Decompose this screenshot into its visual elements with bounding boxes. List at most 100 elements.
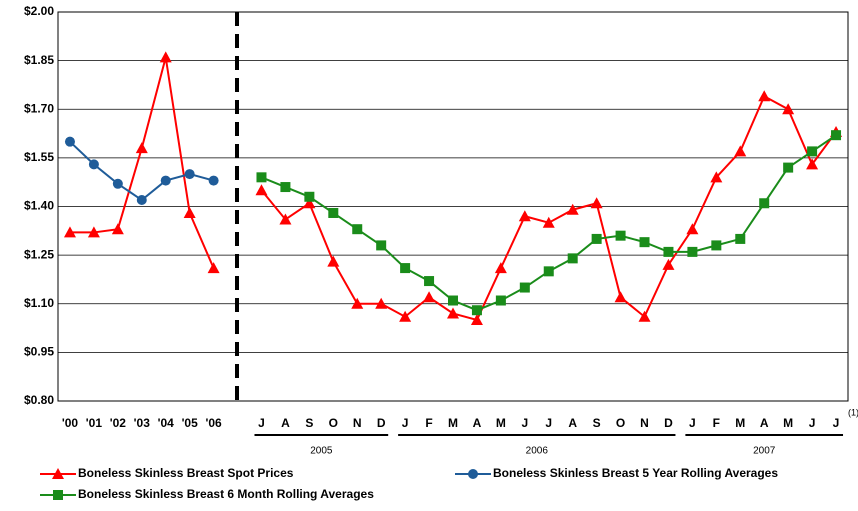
marker: [352, 224, 363, 235]
x-tick-label: S: [305, 416, 313, 430]
marker: [468, 469, 478, 479]
x-tick-label: '01: [86, 416, 103, 430]
marker: [543, 266, 554, 277]
marker: [758, 90, 771, 102]
y-tick-label: $1.25: [24, 247, 54, 261]
marker: [208, 175, 219, 186]
marker: [759, 198, 770, 209]
marker: [831, 130, 842, 141]
marker: [88, 159, 99, 170]
marker: [183, 206, 196, 218]
year-label: 2006: [526, 446, 549, 457]
marker: [519, 282, 530, 293]
marker: [135, 142, 148, 154]
x-tick-label: J: [521, 416, 528, 430]
marker: [494, 262, 507, 274]
marker: [686, 223, 699, 235]
x-tick-label: '02: [110, 416, 127, 430]
marker: [160, 175, 171, 186]
marker: [376, 240, 387, 251]
x-tick-label: M: [783, 416, 793, 430]
x-tick-label: F: [713, 416, 720, 430]
marker: [375, 297, 388, 309]
x-tick-label: '05: [182, 416, 199, 430]
marker: [327, 255, 340, 267]
marker: [256, 172, 267, 183]
x-tick-label: J: [402, 416, 409, 430]
marker: [159, 51, 172, 63]
marker: [136, 195, 147, 206]
marker: [63, 226, 76, 238]
x-tick-label: J: [689, 416, 696, 430]
marker: [711, 240, 722, 251]
x-tick-label: F: [425, 416, 432, 430]
marker: [303, 197, 316, 209]
marker: [567, 253, 578, 264]
x-tick-label: '00: [62, 416, 79, 430]
marker: [447, 307, 459, 319]
marker: [638, 310, 651, 322]
y-tick-label: $1.40: [24, 199, 54, 213]
marker: [255, 184, 268, 196]
x-tick-label: J: [545, 416, 552, 430]
marker: [783, 162, 794, 173]
marker: [448, 295, 458, 306]
marker: [351, 297, 364, 309]
marker: [53, 490, 63, 500]
x-tick-label: M: [448, 416, 458, 430]
legend-label: Boneless Skinless Breast 5 Year Rolling …: [493, 466, 778, 480]
y-tick-label: $0.80: [24, 393, 54, 407]
marker: [735, 233, 746, 244]
x-tick-label: M: [496, 416, 506, 430]
marker: [518, 210, 531, 222]
x-tick-label: '04: [158, 416, 175, 430]
marker: [280, 182, 291, 193]
x-tick-label: D: [664, 416, 673, 430]
marker: [806, 158, 819, 170]
marker: [566, 203, 579, 215]
series-line: [69, 57, 837, 322]
marker: [470, 313, 483, 325]
year-label: 2005: [310, 446, 333, 457]
marker: [471, 305, 482, 316]
marker: [590, 197, 603, 209]
marker: [64, 136, 75, 147]
marker: [328, 207, 339, 218]
marker: [710, 171, 723, 183]
year-label: 2007: [753, 446, 776, 457]
x-tick-label: N: [353, 416, 362, 430]
x-tick-label: J: [833, 416, 840, 430]
legend-label: Boneless Skinless Breast Spot Prices: [78, 466, 294, 480]
marker: [542, 216, 555, 228]
marker: [279, 213, 292, 225]
x-tick-label: D: [377, 416, 386, 430]
marker: [184, 169, 195, 180]
marker: [111, 223, 124, 235]
x-tick-label: '06: [206, 416, 223, 430]
marker: [495, 295, 506, 306]
x-tick-label: O: [616, 416, 625, 430]
x-tick-label: M: [735, 416, 745, 430]
footnote-marker: (1): [848, 407, 858, 417]
x-tick-label: A: [568, 416, 577, 430]
x-tick-label: S: [593, 416, 601, 430]
x-tick-label: A: [473, 416, 482, 430]
marker: [639, 237, 650, 248]
marker: [304, 191, 315, 202]
marker: [734, 145, 747, 157]
marker: [112, 178, 123, 189]
marker: [207, 262, 220, 274]
marker: [782, 103, 795, 115]
x-tick-label: N: [640, 416, 649, 430]
marker: [662, 258, 675, 270]
x-tick-label: A: [281, 416, 290, 430]
x-tick-label: O: [329, 416, 338, 430]
marker: [615, 230, 626, 241]
marker: [591, 233, 602, 244]
y-tick-label: $2.00: [24, 4, 54, 18]
x-tick-label: J: [809, 416, 816, 430]
y-tick-label: $1.85: [24, 53, 54, 67]
x-tick-label: '03: [134, 416, 151, 430]
marker: [687, 246, 698, 257]
